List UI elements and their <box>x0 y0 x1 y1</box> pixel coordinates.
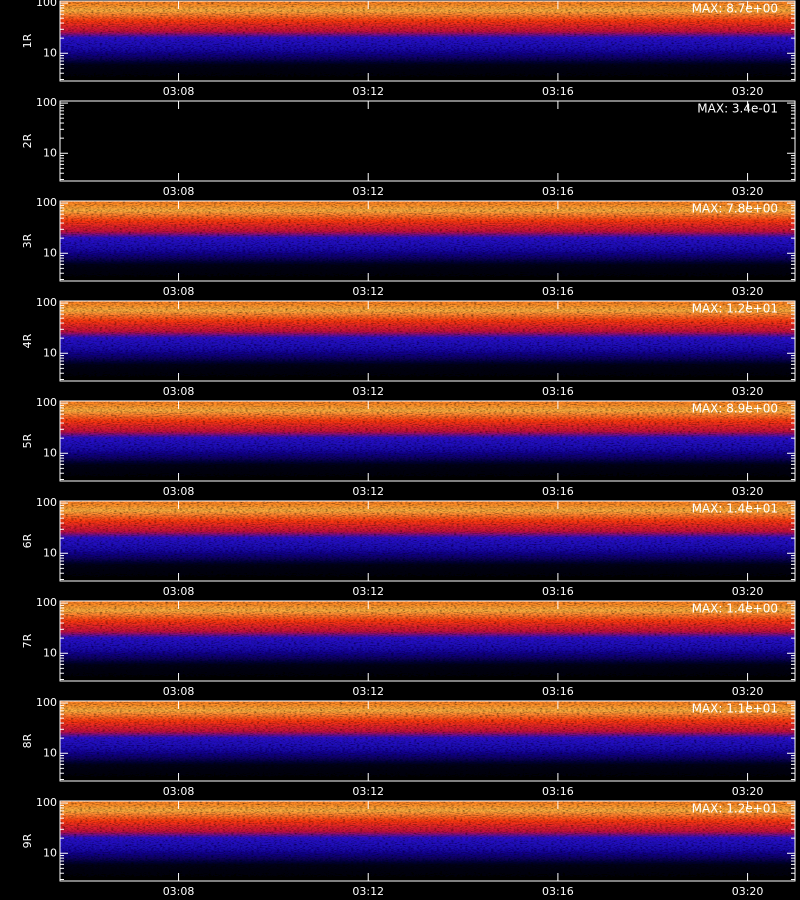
x-tick-label: 03:16 <box>542 85 574 98</box>
x-tick-label: 03:08 <box>163 85 195 98</box>
x-tick-label: 03:12 <box>352 585 384 598</box>
plot-frame <box>59 300 796 382</box>
x-tick-label: 03:20 <box>732 185 764 198</box>
y-axis-label: 1R <box>21 33 34 48</box>
plot-frame <box>59 800 796 882</box>
y-tick-label: 100 <box>36 496 57 509</box>
x-tick-label: 03:08 <box>163 585 195 598</box>
x-tick-label: 03:16 <box>542 285 574 298</box>
y-tick-label: 100 <box>36 296 57 309</box>
x-tick-label: 03:08 <box>163 885 195 898</box>
x-tick-label: 03:08 <box>163 685 195 698</box>
x-tick-label: 03:16 <box>542 885 574 898</box>
x-tick-label: 03:20 <box>732 85 764 98</box>
y-tick-label: 100 <box>36 696 57 709</box>
x-tick-label: 03:20 <box>732 785 764 798</box>
y-tick-label: 10 <box>43 446 57 459</box>
plot-frame <box>59 700 796 782</box>
max-annotation: MAX: 8.9e+00 <box>692 402 778 416</box>
y-axis-label: 8R <box>21 733 34 748</box>
max-annotation: MAX: 1.2e+01 <box>692 302 778 316</box>
x-tick-label: 03:20 <box>732 285 764 298</box>
x-tick-label: 03:12 <box>352 885 384 898</box>
y-tick-label: 10 <box>43 546 57 559</box>
spectrogram <box>60 1 795 81</box>
x-tick-label: 03:20 <box>732 585 764 598</box>
x-tick-label: 03:12 <box>352 485 384 498</box>
x-tick-label: 03:08 <box>163 785 195 798</box>
y-tick-label: 100 <box>36 796 57 809</box>
x-tick-label: 03:08 <box>163 485 195 498</box>
x-tick-label: 03:16 <box>542 685 574 698</box>
x-tick-label: 03:08 <box>163 185 195 198</box>
y-axis-label: 7R <box>21 633 34 648</box>
x-tick-label: 03:16 <box>542 485 574 498</box>
spectrogram <box>60 301 795 381</box>
max-annotation: MAX: 1.4e+00 <box>692 602 778 616</box>
plot-frame <box>59 400 796 482</box>
y-tick-label: 10 <box>43 846 57 859</box>
plot-frame <box>59 600 796 682</box>
x-tick-label: 03:20 <box>732 685 764 698</box>
x-tick-label: 03:12 <box>352 685 384 698</box>
y-tick-label: 100 <box>36 96 57 109</box>
x-tick-label: 03:20 <box>732 485 764 498</box>
x-tick-label: 03:16 <box>542 585 574 598</box>
spectrogram <box>60 701 795 781</box>
y-tick-label: 10 <box>43 46 57 59</box>
max-annotation: MAX: 1.2e+01 <box>692 802 778 816</box>
x-tick-label: 03:12 <box>352 185 384 198</box>
y-tick-label: 10 <box>43 746 57 759</box>
y-tick-label: 100 <box>36 196 57 209</box>
plot-frame <box>59 0 796 82</box>
x-tick-label: 03:16 <box>542 385 574 398</box>
plot-frame <box>59 500 796 582</box>
x-tick-label: 03:08 <box>163 385 195 398</box>
max-annotation: MAX: 3.4e-01 <box>697 102 778 116</box>
x-tick-label: 03:16 <box>542 785 574 798</box>
y-axis-label: 5R <box>21 433 34 448</box>
y-axis-label: 4R <box>21 333 34 348</box>
y-tick-label: 10 <box>43 146 57 159</box>
plot-frame <box>59 200 796 282</box>
y-tick-label: 10 <box>43 346 57 359</box>
x-tick-label: 03:12 <box>352 785 384 798</box>
y-tick-label: 10 <box>43 246 57 259</box>
spectrogram <box>60 601 795 681</box>
max-annotation: MAX: 7.8e+00 <box>692 202 778 216</box>
x-tick-label: 03:12 <box>352 285 384 298</box>
spectrogram <box>60 401 795 481</box>
max-annotation: MAX: 1.4e+01 <box>692 502 778 516</box>
x-tick-label: 03:20 <box>732 885 764 898</box>
y-axis-label: 9R <box>21 833 34 848</box>
y-tick-label: 100 <box>36 396 57 409</box>
x-tick-label: 03:12 <box>352 85 384 98</box>
y-tick-label: 100 <box>36 596 57 609</box>
x-tick-label: 03:12 <box>352 385 384 398</box>
spectrogram <box>60 801 795 881</box>
spectrogram <box>60 201 795 281</box>
spectrogram <box>60 501 795 581</box>
y-axis-label: 3R <box>21 233 34 248</box>
y-axis-label: 6R <box>21 533 34 548</box>
x-tick-label: 03:16 <box>542 185 574 198</box>
max-annotation: MAX: 1.1e+01 <box>692 702 778 716</box>
x-tick-label: 03:20 <box>732 385 764 398</box>
max-annotation: MAX: 8.7e+00 <box>692 2 778 16</box>
y-axis-label: 2R <box>21 133 34 148</box>
y-tick-label: 10 <box>43 646 57 659</box>
y-tick-label: 100 <box>36 0 57 9</box>
plot-frame <box>59 100 796 182</box>
x-tick-label: 03:08 <box>163 285 195 298</box>
